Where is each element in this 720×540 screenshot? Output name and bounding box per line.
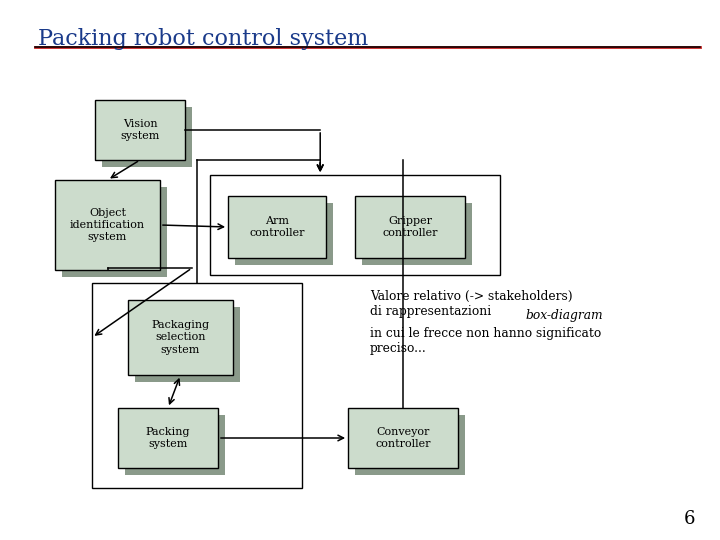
Bar [355,196,465,258]
Bar [355,415,465,475]
Bar [102,107,192,167]
Bar [348,408,458,468]
Bar [128,300,233,375]
Bar [235,203,333,265]
Text: Packaging
selection
system: Packaging selection system [151,320,210,355]
Text: Object
identification
system: Object identification system [70,207,145,242]
Bar [95,100,185,160]
Text: Packing
system: Packing system [145,427,190,449]
Bar [55,180,160,270]
Bar [92,283,302,488]
Text: Arm
controller: Arm controller [249,216,305,238]
Text: Packing robot control system: Packing robot control system [38,28,368,50]
Text: in cui le frecce non hanno significato
preciso...: in cui le frecce non hanno significato p… [370,327,601,355]
Bar [210,175,500,275]
Bar [362,203,472,265]
Bar [135,307,240,382]
Text: Gripper
controller: Gripper controller [382,216,438,238]
Bar [118,408,218,468]
Text: box-diagram: box-diagram [526,308,603,321]
Text: Conveyor
controller: Conveyor controller [375,427,431,449]
Bar [125,415,225,475]
Bar [228,196,326,258]
Text: 6: 6 [683,510,695,528]
Text: Vision
system: Vision system [120,119,160,141]
Text: Valore relativo (-> stakeholders)
di rappresentazioni: Valore relativo (-> stakeholders) di rap… [370,290,572,318]
Bar [62,187,167,277]
